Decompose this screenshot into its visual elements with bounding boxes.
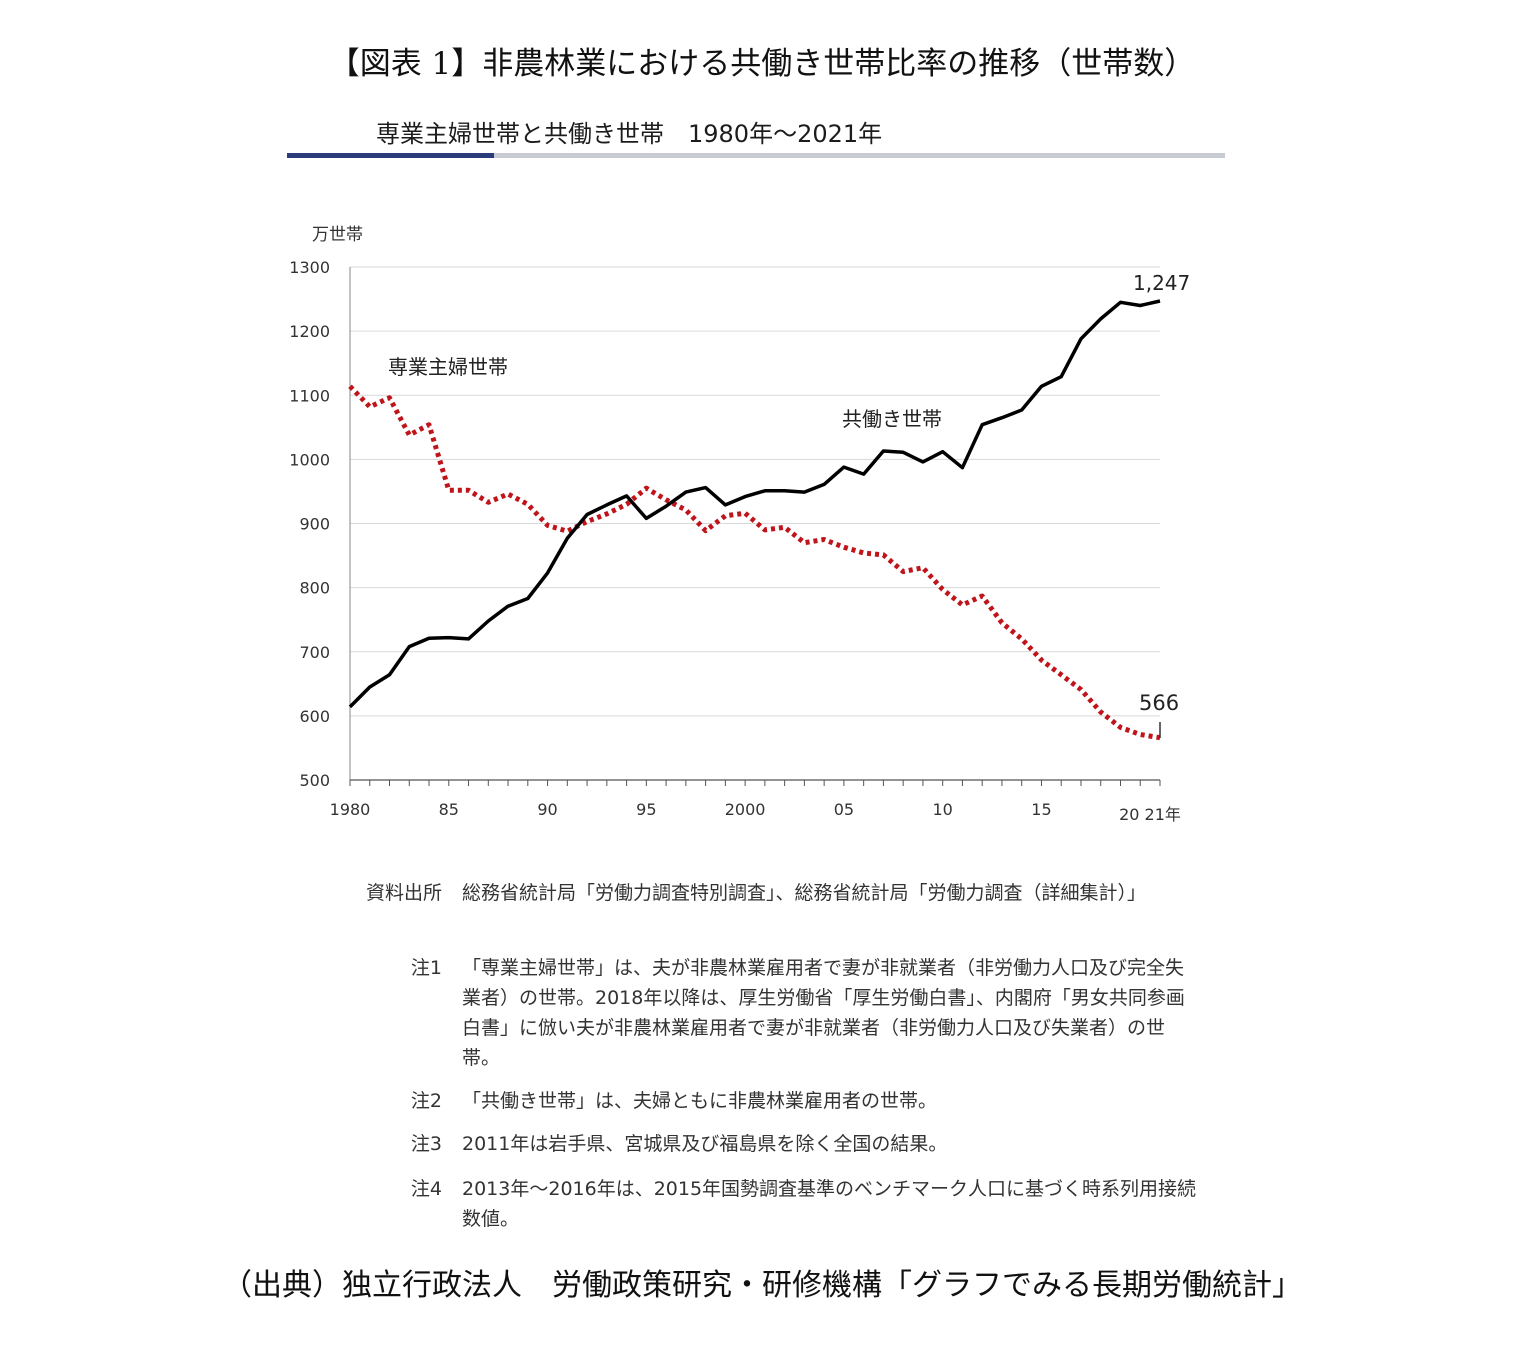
end-value-label-housewife: 566 — [1139, 691, 1179, 715]
series-lines — [348, 299, 1161, 741]
y-tick-label: 500 — [299, 771, 330, 790]
y-tick-label: 600 — [299, 707, 330, 726]
note-key: 資料出所 — [365, 882, 442, 904]
end-value-label-working: 1,247 — [1133, 271, 1190, 295]
x-tick-label: 10 — [933, 800, 953, 819]
y-tick-label: 1300 — [289, 258, 330, 277]
x-tick-label: 2000 — [725, 800, 766, 819]
grid-lines — [350, 266, 1160, 717]
y-tick-label: 700 — [299, 643, 330, 662]
y-tick-label: 900 — [299, 515, 330, 534]
y-tick-label: 1000 — [289, 450, 330, 469]
series-label-working: 共働き世帯 — [842, 407, 942, 431]
x-tick-label: 15 — [1031, 800, 1051, 819]
note-key: 注2 — [410, 1090, 442, 1112]
note-text: 「専業主婦世帯」は、夫が非農林業雇用者で妻が非就業者（非労働力人口及び完全失業者… — [462, 957, 1185, 1069]
note-key: 注1 — [410, 957, 442, 979]
note-text: 2013年〜2016年は、2015年国勢調査基準のベンチマーク人口に基づく時系列… — [462, 1178, 1197, 1230]
y-tick-label: 1200 — [289, 322, 330, 341]
y-axis-unit: 万世帯 — [312, 225, 363, 245]
note-text: 総務省統計局「労働力調査特別調査」、総務省統計局「労働力調査（詳細集計）」 — [462, 882, 1147, 904]
y-tick-label: 1100 — [289, 386, 330, 405]
subtitle-rule — [287, 153, 1225, 158]
x-tick-label: 95 — [636, 800, 656, 819]
note-text: 「共働き世帯」は、夫婦ともに非農林業雇用者の世帯。 — [462, 1090, 938, 1112]
y-tick-labels: 500 600 700 800 900 1000 1100 1200 1300 — [289, 258, 330, 790]
x-tick-labels: 1980 85 90 95 2000 05 10 15 20 21年 — [330, 800, 1181, 824]
figure-title: 【図表 1】非農林業における共働き世帯比率の推移（世帯数） — [328, 46, 1196, 82]
line-chart: 500 600 700 800 900 1000 1100 1200 1300 1980 85 90… — [289, 225, 1190, 824]
x-tick-label: 85 — [439, 800, 459, 819]
axes — [349, 267, 1161, 786]
x-tick-label: 20 21年 — [1119, 805, 1181, 824]
y-tick-label: 800 — [299, 579, 330, 598]
note-key: 注3 — [410, 1133, 442, 1155]
series-line-working — [348, 299, 1161, 709]
subtitle-rule-accent — [287, 153, 494, 158]
x-tick-label: 90 — [537, 800, 557, 819]
series-label-housewife: 専業主婦世帯 — [388, 355, 508, 379]
note-text: 2011年は岩手県、宮城県及び福島県を除く全国の結果。 — [462, 1133, 948, 1155]
x-tick-label: 05 — [834, 800, 854, 819]
source-citation: （出典）独立行政法人 労働政策研究・研修機構「グラフでみる長期労働統計」 — [222, 1268, 1302, 1303]
x-tick-label: 1980 — [330, 800, 371, 819]
note-key: 注4 — [410, 1178, 442, 1200]
chart-subtitle: 専業主婦世帯と共働き世帯 1980年〜2021年 — [376, 120, 883, 148]
series-line-housewife — [348, 384, 1161, 741]
